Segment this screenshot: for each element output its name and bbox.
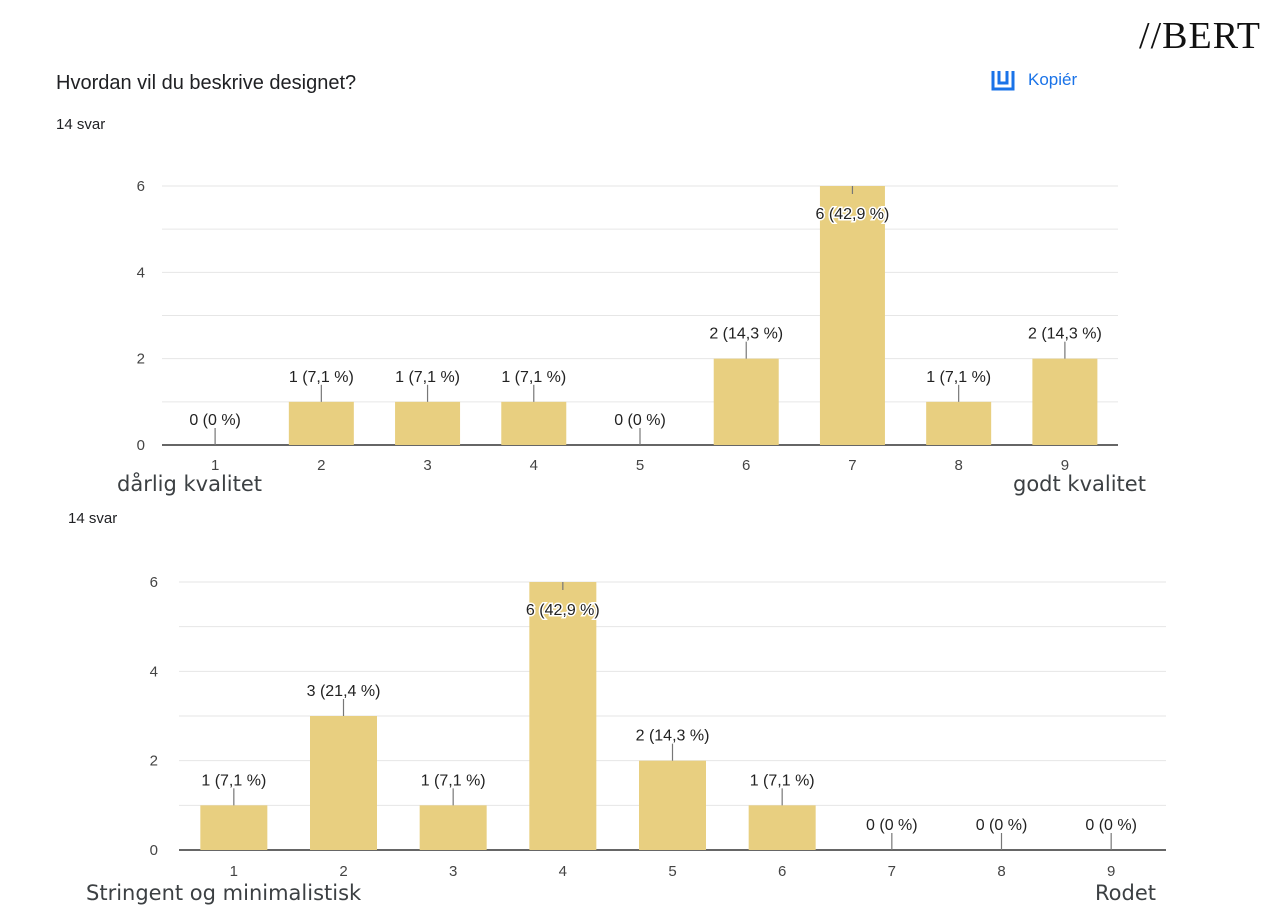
chart-1-y-tick-label: 2 — [137, 351, 145, 368]
chart-1-x-tick-label: 2 — [317, 457, 325, 474]
chart-1-bar[interactable] — [288, 401, 354, 445]
chart-2-left-scale-label: Stringent og minimalistisk — [86, 881, 362, 905]
chart-1-y-tick-label: 0 — [137, 437, 145, 454]
chart-2-x-tick-label: 4 — [559, 863, 567, 880]
chart-2-data-label: 0 (0 %) — [976, 817, 1028, 834]
chart-1-data-label: 1 (7,1 %) — [501, 369, 566, 386]
chart-1-data-label: 1 (7,1 %) — [289, 369, 354, 386]
chart-1-data-label: 2 (14,3 %) — [709, 326, 783, 343]
chart-1-data-label: 2 (14,3 %) — [1028, 326, 1102, 343]
chart-1-bar[interactable] — [501, 401, 567, 445]
brand-logo: //BERT — [1139, 15, 1261, 57]
chart-2-y-tick-label: 2 — [150, 753, 158, 770]
chart-2-y-tick-label: 6 — [150, 574, 158, 591]
chart-1-bar[interactable] — [819, 186, 885, 445]
chart-1-x-tick-label: 6 — [742, 457, 750, 474]
chart-1-y-tick-label: 6 — [137, 178, 145, 195]
chart-2-x-tick-label: 7 — [888, 863, 896, 880]
chart-2-data-label: 2 (14,3 %) — [636, 728, 710, 745]
chart-2-right-scale-label: Rodet — [1095, 881, 1156, 905]
chart-2-y-tick-label: 0 — [150, 842, 158, 859]
chart-2-x-tick-label: 6 — [778, 863, 786, 880]
copy-chart-icon — [991, 71, 1015, 91]
chart-1-data-label: 6 (42,9 %) — [816, 206, 890, 223]
chart-2-y-tick-label: 4 — [150, 663, 158, 680]
chart-2-bar[interactable] — [419, 805, 487, 850]
chart-2-bar[interactable] — [310, 716, 377, 850]
chart-1-left-scale-label: dårlig kvalitet — [117, 472, 263, 496]
chart-2-x-tick-label: 9 — [1107, 863, 1115, 880]
chart-1-data-label: 0 (0 %) — [614, 412, 666, 429]
copy-chart-label: Kopiér — [1028, 70, 1078, 89]
chart-1-x-tick-label: 5 — [636, 457, 644, 474]
chart-1-x-tick-label: 3 — [423, 457, 431, 474]
chart-2-data-label: 1 (7,1 %) — [421, 772, 486, 789]
chart-1-x-tick-label: 1 — [211, 457, 219, 474]
chart-1-bar[interactable] — [926, 401, 992, 445]
chart-2-bar[interactable] — [529, 582, 597, 850]
chart-1-data-label: 1 (7,1 %) — [395, 369, 460, 386]
chart-2-bar[interactable] — [639, 760, 706, 850]
chart-1-x-tick-label: 9 — [1061, 457, 1069, 474]
chart-1-bar[interactable] — [713, 358, 779, 445]
chart-2-x-tick-label: 8 — [997, 863, 1005, 880]
chart-1-data-label: 1 (7,1 %) — [926, 369, 991, 386]
chart-1-data-label: 0 (0 %) — [189, 412, 241, 429]
chart-2-x-tick-label: 5 — [668, 863, 676, 880]
chart-1-right-scale-label: godt kvalitet — [1013, 472, 1146, 496]
chart-2-bar[interactable] — [200, 805, 268, 850]
chart-1-response-count: 14 svar — [56, 116, 106, 133]
chart-1-bar[interactable] — [395, 401, 461, 445]
chart-2-data-label: 0 (0 %) — [866, 817, 918, 834]
question-title: Hvordan vil du beskrive designet? — [56, 72, 357, 94]
chart-1-x-tick-label: 4 — [530, 457, 538, 474]
chart-2-data-label: 0 (0 %) — [1085, 817, 1137, 834]
copy-chart-button[interactable]: Kopiér — [990, 68, 1077, 92]
chart-1-x-tick-label: 8 — [954, 457, 962, 474]
chart-2-data-label: 3 (21,4 %) — [307, 683, 381, 700]
chart-2-x-tick-label: 3 — [449, 863, 457, 880]
chart-1-bar[interactable] — [1032, 358, 1098, 445]
chart-2-data-label: 1 (7,1 %) — [750, 772, 815, 789]
chart-1-x-tick-label: 7 — [848, 457, 856, 474]
chart-1-y-tick-label: 4 — [137, 264, 145, 281]
chart-2-data-label: 6 (42,9 %) — [526, 602, 600, 619]
chart-2-data-label: 1 (7,1 %) — [201, 772, 266, 789]
chart-2-response-count: 14 svar — [68, 510, 118, 527]
chart-2-bar[interactable] — [748, 805, 816, 850]
chart-2-x-tick-label: 1 — [230, 863, 238, 880]
chart-2-x-tick-label: 2 — [339, 863, 347, 880]
